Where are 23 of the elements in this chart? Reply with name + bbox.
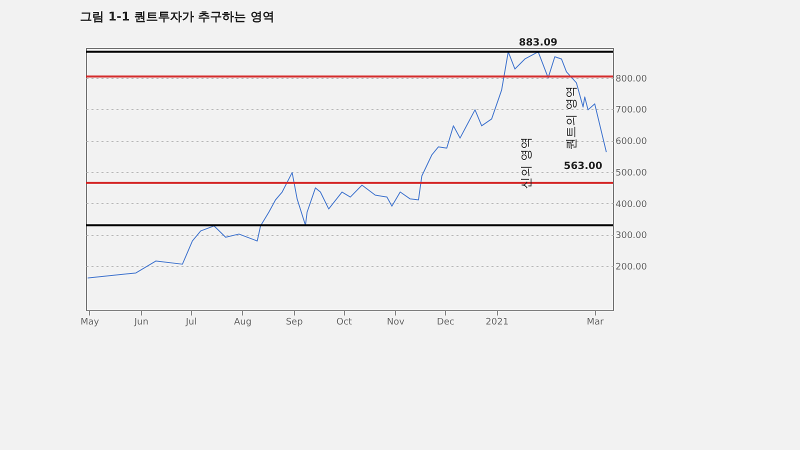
annotation: 563.00 <box>564 161 602 172</box>
x-tick-label: Dec <box>436 318 454 328</box>
x-tick-label: Oct <box>336 318 352 328</box>
x-tick-label: Nov <box>386 318 406 328</box>
y-tick-label: 400.00 <box>616 200 648 210</box>
annotation: 퀀트의 영역 <box>564 86 578 150</box>
x-tick-label: May <box>80 318 100 328</box>
y-tick-label: 600.00 <box>616 137 648 148</box>
chart-title: 그림 1-1 퀀트투자가 추구하는 영역 <box>80 10 274 24</box>
x-tick-label: Jun <box>133 318 148 328</box>
y-tick-label: 800.00 <box>616 74 648 84</box>
y-tick-label: 700.00 <box>616 106 648 116</box>
y-tick-label: 300.00 <box>616 231 648 242</box>
annotation: 883.09 <box>518 38 558 49</box>
x-tick-label: Mar <box>586 318 604 328</box>
x-tick-label: 2021 <box>486 318 509 328</box>
line-series <box>87 51 607 278</box>
x-tick-label: Aug <box>234 318 252 328</box>
x-tick-label: Jul <box>184 318 197 328</box>
annotation: 신의 영역 <box>519 137 533 189</box>
x-tick-label: Sep <box>286 318 304 328</box>
y-tick-label: 200.00 <box>616 262 648 273</box>
y-tick-label: 500.00 <box>616 168 648 178</box>
